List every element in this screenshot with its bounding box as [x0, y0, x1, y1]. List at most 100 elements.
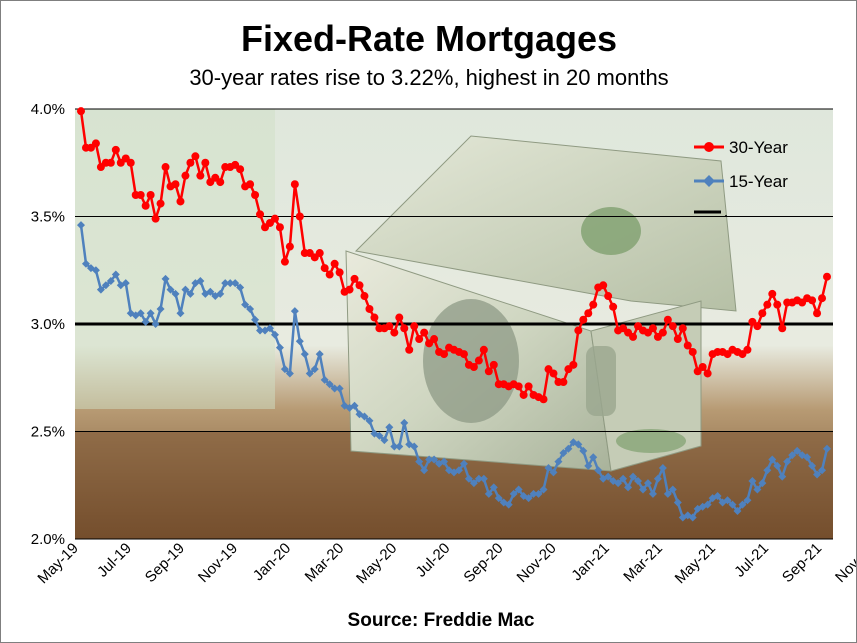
data-point [310, 365, 319, 374]
x-tick-label: May-20 [353, 540, 400, 587]
data-point [186, 289, 195, 298]
data-point [544, 464, 553, 473]
data-point [648, 489, 657, 498]
data-point [823, 272, 831, 281]
legend-15yr-label: 15-Year [729, 172, 788, 191]
data-point [758, 309, 767, 318]
data-point [440, 457, 449, 466]
data-point [390, 328, 399, 337]
legend-30yr-marker [704, 142, 714, 152]
data-point [360, 412, 369, 421]
data-point [320, 375, 329, 384]
data-point [688, 513, 697, 522]
data-point [236, 165, 245, 174]
data-point [410, 442, 419, 451]
data-point [818, 466, 827, 475]
data-point [713, 492, 722, 500]
data-point [196, 171, 205, 180]
data-point [773, 461, 782, 470]
data-point [335, 268, 344, 277]
data-point [489, 483, 498, 492]
data-point [658, 464, 667, 473]
x-tick-label: Nov-19 [195, 540, 241, 586]
data-point [653, 474, 662, 483]
data-point [300, 350, 309, 359]
data-point [395, 313, 404, 322]
data-point [280, 365, 289, 374]
data-point [519, 390, 528, 399]
data-point [136, 309, 145, 318]
data-point [668, 485, 677, 494]
data-point [77, 221, 85, 230]
data-point [778, 472, 787, 481]
data-point [564, 444, 573, 453]
data-point [723, 496, 732, 505]
data-point [479, 345, 488, 354]
data-point [554, 457, 563, 466]
data-point [494, 494, 503, 503]
data-point [295, 337, 304, 346]
data-point [589, 300, 598, 309]
data-point [126, 158, 135, 167]
data-point [106, 158, 115, 167]
data-point [788, 451, 797, 460]
data-point [305, 369, 314, 378]
data-point [106, 277, 115, 285]
data-point [320, 264, 329, 273]
data-point [101, 281, 110, 290]
data-point [614, 479, 623, 488]
x-tick-label: Mar-21 [620, 540, 666, 586]
data-point [241, 300, 250, 309]
data-point [604, 292, 613, 301]
data-point [77, 107, 85, 116]
data-point [270, 214, 279, 223]
data-point [246, 180, 255, 189]
data-point [355, 281, 364, 290]
data-point [574, 440, 583, 449]
data-point [658, 328, 667, 337]
data-point [315, 350, 324, 359]
data-point [236, 283, 245, 292]
data-point [524, 382, 533, 391]
data-point [440, 350, 449, 359]
data-point [823, 444, 831, 453]
series-30-year [77, 107, 831, 404]
data-point [549, 369, 558, 378]
data-point [574, 326, 583, 335]
data-point [589, 453, 598, 462]
data-point [464, 474, 473, 483]
data-point [251, 191, 260, 199]
data-point [251, 315, 260, 324]
data-point [121, 279, 130, 288]
data-point [216, 178, 225, 187]
data-point [265, 324, 274, 333]
data-point [584, 461, 593, 470]
chart-title: Fixed-Rate Mortgages [241, 18, 617, 59]
data-point [479, 474, 488, 483]
series-15-year [77, 221, 831, 522]
y-tick-label: 3.5% [31, 209, 65, 226]
data-point [673, 335, 682, 344]
x-tick-label: Mar-20 [302, 540, 348, 586]
data-point [280, 257, 289, 266]
data-point [514, 382, 523, 391]
data-point [270, 330, 279, 339]
data-point [111, 145, 120, 154]
legend-15yr-marker [703, 175, 715, 187]
data-point [216, 289, 225, 298]
data-point [459, 350, 468, 359]
x-tick-label: Sep-20 [460, 540, 506, 586]
legend-reference-dot [725, 215, 727, 217]
data-point [405, 345, 414, 354]
data-point [484, 367, 493, 376]
data-point [81, 259, 90, 268]
data-point [634, 476, 643, 485]
data-point [141, 201, 150, 210]
data-point [703, 500, 712, 509]
data-point [803, 453, 812, 462]
data-point [738, 500, 747, 509]
data-point [171, 180, 180, 189]
data-point [569, 360, 578, 369]
data-point [474, 356, 483, 365]
